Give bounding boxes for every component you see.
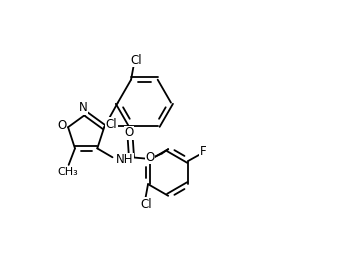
Text: NH: NH	[116, 153, 133, 166]
Text: Cl: Cl	[131, 54, 143, 67]
Text: Cl: Cl	[140, 198, 152, 211]
Text: CH₃: CH₃	[58, 167, 78, 177]
Text: Cl: Cl	[106, 118, 117, 131]
Text: O: O	[124, 126, 134, 139]
Text: O: O	[145, 151, 155, 164]
Text: N: N	[79, 101, 87, 114]
Text: O: O	[57, 119, 66, 132]
Text: F: F	[200, 145, 206, 158]
